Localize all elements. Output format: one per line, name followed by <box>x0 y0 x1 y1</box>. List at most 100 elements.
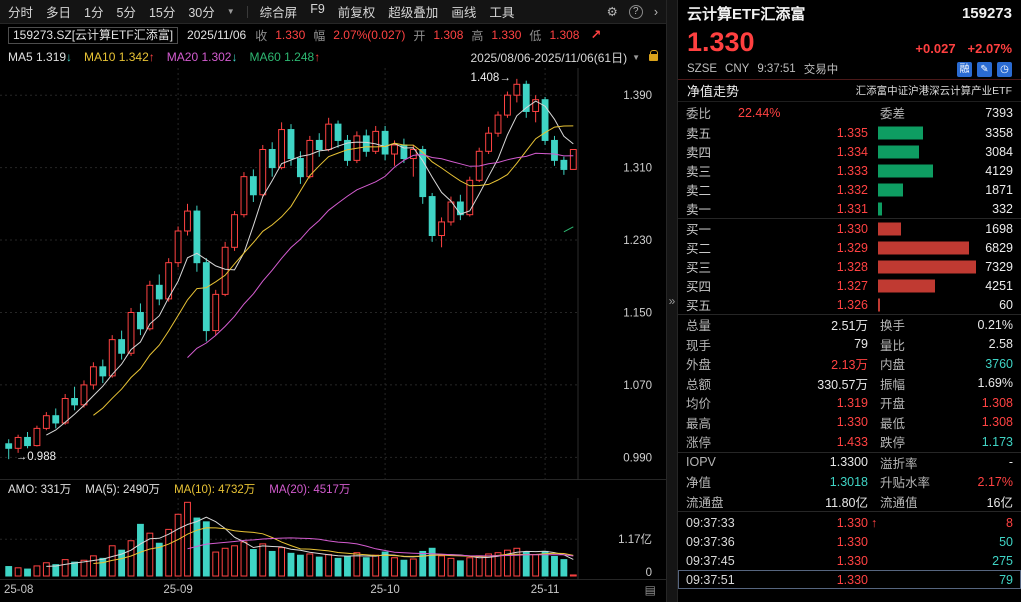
orderbook-row[interactable]: 卖五 1.335 3358 <box>678 123 1021 142</box>
stat-row: IOPV 1.3300 溢折率 - <box>678 453 1021 473</box>
help-icon[interactable]: ? <box>628 4 643 19</box>
high-price-marker: 1.408→ <box>470 71 511 84</box>
toolbar-item[interactable]: F9 <box>310 2 325 16</box>
toolbar-item[interactable]: 15分 <box>148 6 176 20</box>
tick-price: 1.330 <box>836 534 868 549</box>
stat-value: 3760 <box>985 356 1013 371</box>
svg-text:0: 0 <box>646 567 652 579</box>
alarm-icon[interactable]: ◷ <box>997 61 1012 77</box>
tick-list: 09:37:33 1.330 ↑ 8 09:37:36 1.330 50 09:37:45 1.… <box>678 513 1021 589</box>
tick-price: 1.330 <box>836 515 868 530</box>
price-level-label: 买二 <box>686 242 712 256</box>
volume-indicator-bar: AMO: 331万 MA(5): 2490万 MA(10): 4732万 MA(20)… <box>0 480 666 498</box>
stat-value: 1.308 <box>981 415 1013 430</box>
price-level-label: 买四 <box>686 280 712 294</box>
date-range-selector[interactable]: 2025/08/06-2025/11/06(61日) ▼ <box>471 49 658 66</box>
settings-gear-icon[interactable]: ⚙ <box>606 5 618 19</box>
svg-text:1.390: 1.390 <box>623 90 652 102</box>
qty-bar <box>878 298 880 311</box>
stat-value: - <box>1008 455 1013 470</box>
price-level-price: 1.332 <box>836 182 868 197</box>
toolbar-item[interactable]: 多日 <box>46 6 72 20</box>
volume-chart-svg[interactable]: 1.17亿 0 <box>0 498 666 580</box>
ma-indicator-bar: MA5 1.319↓ MA10 1.342↑ MA20 1.302↓ MA60 1.2… <box>0 46 666 68</box>
price-chart-svg[interactable]: 1.390 1.310 1.230 1.150 1.070 0.990 <box>0 68 666 480</box>
stat-row: 最高 1.330 最低 1.308 <box>678 413 1021 433</box>
stat-value: 1.330 <box>836 415 868 430</box>
orderbook-divider <box>678 218 1021 219</box>
orderbook-row[interactable]: 买三 1.328 7329 <box>678 257 1021 276</box>
qty-zone: 1698 <box>868 219 1013 238</box>
security-header: 云计算ETF汇添富 159273 <box>678 0 1021 26</box>
field-label: 开 <box>413 28 426 43</box>
toolbar-item[interactable]: 5分 <box>116 6 136 20</box>
orderbook-row[interactable]: 卖一 1.331 332 <box>678 199 1021 218</box>
field-value: 1.308 <box>549 28 580 42</box>
orderbook-row[interactable]: 卖四 1.334 3084 <box>678 142 1021 161</box>
qty-zone: 4251 <box>868 276 1013 295</box>
ticks-divider <box>678 511 1021 512</box>
qty-bar <box>878 164 933 177</box>
stat-value: 2.58 <box>988 337 1013 352</box>
tick-qty: 8 <box>1006 515 1013 530</box>
orderbook-row[interactable]: 买四 1.327 4251 <box>678 276 1021 295</box>
toolbar-item[interactable]: 工具 <box>489 6 515 20</box>
ma-arrow-icon: ↓ <box>66 50 73 64</box>
price-level-qty: 60 <box>999 297 1013 312</box>
stat-label: 最高 <box>686 416 712 431</box>
orderbook-row[interactable]: 买一 1.330 1698 <box>678 219 1021 238</box>
tick-qty: 79 <box>999 572 1013 587</box>
pane-menu-icon[interactable]: ▤ <box>644 583 656 597</box>
toolbar-item[interactable]: 分时 <box>8 6 34 20</box>
svg-text:1.310: 1.310 <box>623 163 652 175</box>
toolbar-item[interactable]: 1分 <box>84 6 104 20</box>
svg-text:1.150: 1.150 <box>623 308 652 320</box>
stat-row: 总额 330.57万 振幅 1.69% <box>678 374 1021 394</box>
stat-row: 净值 1.3018 升贴水率 2.17% <box>678 472 1021 492</box>
stat-label: 总量 <box>686 319 712 334</box>
quote-panel: 云计算ETF汇添富 159273 1.330 +0.027 +2.07% SZS… <box>678 0 1021 602</box>
edit-icon[interactable]: ✎ <box>977 61 992 77</box>
panel-splitter[interactable]: » <box>666 0 678 602</box>
candlestick-chart[interactable]: 1.390 1.310 1.230 1.150 1.070 0.990 1.408→ →0… <box>0 68 666 480</box>
orderbook-row[interactable]: 卖二 1.332 1871 <box>678 180 1021 199</box>
qty-zone: 4129 <box>868 161 1013 180</box>
volume-chart[interactable]: 1.17亿 0 <box>0 498 666 580</box>
symbol-box[interactable]: 159273.SZ[云计算ETF汇添富] <box>8 26 179 44</box>
low-price-marker: →0.988 <box>15 451 56 464</box>
stat-value: 2.51万 <box>831 319 868 334</box>
stat-value: 1.3018 <box>829 474 868 489</box>
field-value: 1.330 <box>275 28 306 42</box>
price-level-label: 卖五 <box>686 127 712 141</box>
x-axis: ▤ 25-08 25-09 25-10 25-11 <box>0 580 666 602</box>
stat-value: 1.173 <box>981 434 1013 449</box>
toolbar-item[interactable]: 综合屏 <box>259 6 298 20</box>
collapse-panel-icon[interactable]: » <box>668 294 676 308</box>
chevron-down-icon[interactable]: ▼ <box>632 52 640 62</box>
lock-icon[interactable] <box>649 49 658 61</box>
orderbook-row[interactable]: 买二 1.329 6829 <box>678 238 1021 257</box>
tab-nav-trend[interactable]: 净值走势 <box>687 84 740 99</box>
price-level-qty: 7329 <box>985 259 1013 274</box>
toolbar-item[interactable]: 前复权 <box>337 6 376 20</box>
security-code: 159273 <box>961 4 1012 22</box>
stat-label: 内盘 <box>880 358 906 373</box>
period-dropdown-icon[interactable]: ▼ <box>226 7 235 16</box>
stat-value: 2.13万 <box>831 358 868 373</box>
field-label: 高 <box>471 28 484 43</box>
toolbar-item[interactable]: 画线 <box>451 6 477 20</box>
orderbook-row[interactable]: 卖三 1.333 4129 <box>678 161 1021 180</box>
stat-label: 跌停 <box>880 436 906 451</box>
ma-text: MA60 1.248 <box>249 50 315 64</box>
margin-badge-icon[interactable]: 融 <box>957 61 972 77</box>
stat-label: 溢折率 <box>880 456 918 471</box>
tick-time: 09:37:45 <box>686 553 735 568</box>
price-level-label: 卖四 <box>686 146 712 160</box>
toolbar-item[interactable]: 超级叠加 <box>388 6 439 20</box>
orderbook-row[interactable]: 买五 1.326 60 <box>678 295 1021 314</box>
chevron-right-icon[interactable]: › <box>653 4 658 19</box>
trend-arrow-icon[interactable]: ↗ <box>590 27 602 42</box>
toolbar-item[interactable]: 30分 <box>188 6 215 20</box>
tick-row: 09:37:36 1.330 50 <box>678 532 1021 551</box>
amo-indicator: MA(10): 4732万 <box>174 484 256 496</box>
